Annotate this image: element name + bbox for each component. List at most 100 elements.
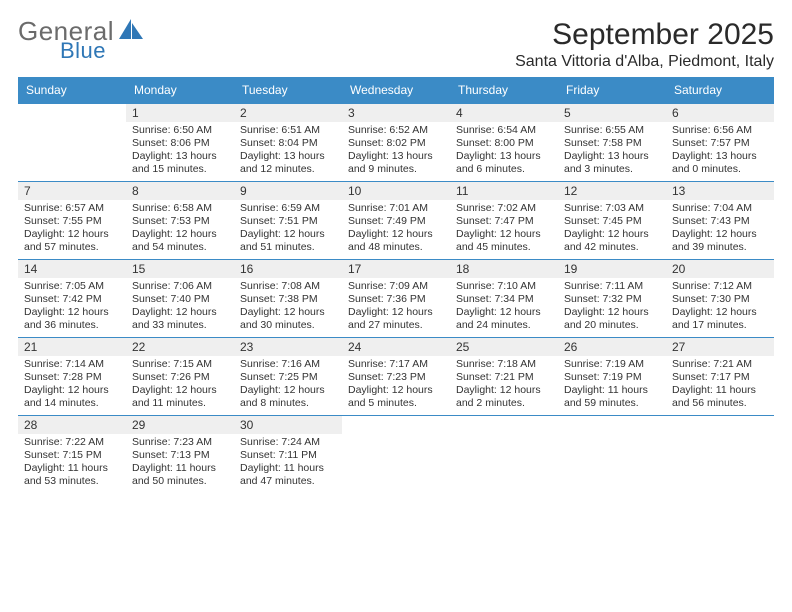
day-info: Sunrise: 7:04 AMSunset: 7:43 PMDaylight:… bbox=[672, 202, 768, 254]
calendar-day: 12 Sunrise: 7:03 AMSunset: 7:45 PMDayligh… bbox=[558, 182, 666, 260]
calendar-day bbox=[666, 416, 774, 494]
calendar-day: 19 Sunrise: 7:11 AMSunset: 7:32 PMDayligh… bbox=[558, 260, 666, 338]
day-info: Sunrise: 6:58 AMSunset: 7:53 PMDaylight:… bbox=[132, 202, 228, 254]
day-info: Sunrise: 7:08 AMSunset: 7:38 PMDaylight:… bbox=[240, 280, 336, 332]
day-number: 15 bbox=[132, 261, 228, 277]
day-number: 17 bbox=[348, 261, 444, 277]
day-info: Sunrise: 6:50 AMSunset: 8:06 PMDaylight:… bbox=[132, 124, 228, 176]
day-number: 7 bbox=[24, 183, 120, 199]
day-number: 6 bbox=[672, 105, 768, 121]
day-info: Sunrise: 7:14 AMSunset: 7:28 PMDaylight:… bbox=[24, 358, 120, 410]
calendar-day: 7 Sunrise: 6:57 AMSunset: 7:55 PMDaylight… bbox=[18, 182, 126, 260]
day-info: Sunrise: 7:19 AMSunset: 7:19 PMDaylight:… bbox=[564, 358, 660, 410]
calendar-day: 13 Sunrise: 7:04 AMSunset: 7:43 PMDayligh… bbox=[666, 182, 774, 260]
day-number: 4 bbox=[456, 105, 552, 121]
calendar-day: 14 Sunrise: 7:05 AMSunset: 7:42 PMDayligh… bbox=[18, 260, 126, 338]
day-number: 19 bbox=[564, 261, 660, 277]
calendar-day bbox=[558, 416, 666, 494]
day-number: 27 bbox=[672, 339, 768, 355]
day-info: Sunrise: 7:18 AMSunset: 7:21 PMDaylight:… bbox=[456, 358, 552, 410]
dow-header: Tuesday bbox=[234, 77, 342, 104]
day-info: Sunrise: 7:23 AMSunset: 7:13 PMDaylight:… bbox=[132, 436, 228, 488]
day-info: Sunrise: 7:16 AMSunset: 7:25 PMDaylight:… bbox=[240, 358, 336, 410]
day-info: Sunrise: 7:03 AMSunset: 7:45 PMDaylight:… bbox=[564, 202, 660, 254]
day-number: 30 bbox=[240, 417, 336, 433]
day-info: Sunrise: 7:22 AMSunset: 7:15 PMDaylight:… bbox=[24, 436, 120, 488]
day-info: Sunrise: 6:55 AMSunset: 7:58 PMDaylight:… bbox=[564, 124, 660, 176]
page-subtitle: Santa Vittoria d'Alba, Piedmont, Italy bbox=[515, 53, 774, 71]
day-info: Sunrise: 6:51 AMSunset: 8:04 PMDaylight:… bbox=[240, 124, 336, 176]
calendar-week: 28 Sunrise: 7:22 AMSunset: 7:15 PMDayligh… bbox=[18, 416, 774, 494]
calendar-day: 2 Sunrise: 6:51 AMSunset: 8:04 PMDaylight… bbox=[234, 104, 342, 182]
day-number: 24 bbox=[348, 339, 444, 355]
day-info: Sunrise: 6:59 AMSunset: 7:51 PMDaylight:… bbox=[240, 202, 336, 254]
dow-header: Sunday bbox=[18, 77, 126, 104]
day-number: 25 bbox=[456, 339, 552, 355]
calendar-day: 24 Sunrise: 7:17 AMSunset: 7:23 PMDayligh… bbox=[342, 338, 450, 416]
day-number: 12 bbox=[564, 183, 660, 199]
day-number: 3 bbox=[348, 105, 444, 121]
calendar-day: 23 Sunrise: 7:16 AMSunset: 7:25 PMDayligh… bbox=[234, 338, 342, 416]
title-block: September 2025 Santa Vittoria d'Alba, Pi… bbox=[515, 18, 774, 71]
day-info: Sunrise: 6:57 AMSunset: 7:55 PMDaylight:… bbox=[24, 202, 120, 254]
day-info: Sunrise: 7:11 AMSunset: 7:32 PMDaylight:… bbox=[564, 280, 660, 332]
calendar-week: 21 Sunrise: 7:14 AMSunset: 7:28 PMDayligh… bbox=[18, 338, 774, 416]
calendar-header-row: SundayMondayTuesdayWednesdayThursdayFrid… bbox=[18, 77, 774, 104]
dow-header: Monday bbox=[126, 77, 234, 104]
calendar-week: 7 Sunrise: 6:57 AMSunset: 7:55 PMDaylight… bbox=[18, 182, 774, 260]
day-info: Sunrise: 7:01 AMSunset: 7:49 PMDaylight:… bbox=[348, 202, 444, 254]
calendar-day: 22 Sunrise: 7:15 AMSunset: 7:26 PMDayligh… bbox=[126, 338, 234, 416]
header: General Blue September 2025 Santa Vittor… bbox=[18, 18, 774, 71]
day-number: 13 bbox=[672, 183, 768, 199]
day-info: Sunrise: 7:15 AMSunset: 7:26 PMDaylight:… bbox=[132, 358, 228, 410]
calendar-day: 5 Sunrise: 6:55 AMSunset: 7:58 PMDaylight… bbox=[558, 104, 666, 182]
calendar-day: 25 Sunrise: 7:18 AMSunset: 7:21 PMDayligh… bbox=[450, 338, 558, 416]
day-number: 16 bbox=[240, 261, 336, 277]
page-title: September 2025 bbox=[515, 18, 774, 51]
calendar-day: 9 Sunrise: 6:59 AMSunset: 7:51 PMDaylight… bbox=[234, 182, 342, 260]
calendar-day: 15 Sunrise: 7:06 AMSunset: 7:40 PMDayligh… bbox=[126, 260, 234, 338]
dow-header: Saturday bbox=[666, 77, 774, 104]
day-number: 1 bbox=[132, 105, 228, 121]
dow-header: Thursday bbox=[450, 77, 558, 104]
calendar-day: 29 Sunrise: 7:23 AMSunset: 7:13 PMDayligh… bbox=[126, 416, 234, 494]
calendar-day: 27 Sunrise: 7:21 AMSunset: 7:17 PMDayligh… bbox=[666, 338, 774, 416]
calendar-day: 21 Sunrise: 7:14 AMSunset: 7:28 PMDayligh… bbox=[18, 338, 126, 416]
calendar-day bbox=[342, 416, 450, 494]
day-info: Sunrise: 7:06 AMSunset: 7:40 PMDaylight:… bbox=[132, 280, 228, 332]
day-number: 26 bbox=[564, 339, 660, 355]
day-number: 5 bbox=[564, 105, 660, 121]
day-number: 14 bbox=[24, 261, 120, 277]
calendar-week: 1 Sunrise: 6:50 AMSunset: 8:06 PMDaylight… bbox=[18, 104, 774, 182]
calendar-day: 20 Sunrise: 7:12 AMSunset: 7:30 PMDayligh… bbox=[666, 260, 774, 338]
calendar-day: 18Sunrise: 7:10 AMSunset: 7:34 PMDayligh… bbox=[450, 260, 558, 338]
day-number: 22 bbox=[132, 339, 228, 355]
calendar-day: 6Sunrise: 6:56 AMSunset: 7:57 PMDaylight… bbox=[666, 104, 774, 182]
calendar-day: 10 Sunrise: 7:01 AMSunset: 7:49 PMDayligh… bbox=[342, 182, 450, 260]
calendar-day: 3 Sunrise: 6:52 AMSunset: 8:02 PMDaylight… bbox=[342, 104, 450, 182]
day-info: Sunrise: 7:24 AMSunset: 7:11 PMDaylight:… bbox=[240, 436, 336, 488]
calendar-day: 1 Sunrise: 6:50 AMSunset: 8:06 PMDaylight… bbox=[126, 104, 234, 182]
day-number: 23 bbox=[240, 339, 336, 355]
day-number: 8 bbox=[132, 183, 228, 199]
day-info: Sunrise: 7:05 AMSunset: 7:42 PMDaylight:… bbox=[24, 280, 120, 332]
day-number: 10 bbox=[348, 183, 444, 199]
day-number: 28 bbox=[24, 417, 120, 433]
calendar-day: 30 Sunrise: 7:24 AMSunset: 7:11 PMDayligh… bbox=[234, 416, 342, 494]
day-number: 29 bbox=[132, 417, 228, 433]
day-number: 20 bbox=[672, 261, 768, 277]
day-number: 9 bbox=[240, 183, 336, 199]
day-number: 2 bbox=[240, 105, 336, 121]
calendar-day: 8 Sunrise: 6:58 AMSunset: 7:53 PMDaylight… bbox=[126, 182, 234, 260]
day-number: 21 bbox=[24, 339, 120, 355]
calendar-day: 4Sunrise: 6:54 AMSunset: 8:00 PMDaylight… bbox=[450, 104, 558, 182]
day-info: Sunrise: 7:12 AMSunset: 7:30 PMDaylight:… bbox=[672, 280, 768, 332]
day-info: Sunrise: 7:17 AMSunset: 7:23 PMDaylight:… bbox=[348, 358, 444, 410]
calendar-day: 26 Sunrise: 7:19 AMSunset: 7:19 PMDayligh… bbox=[558, 338, 666, 416]
day-info: Sunrise: 6:52 AMSunset: 8:02 PMDaylight:… bbox=[348, 124, 444, 176]
day-info: Sunrise: 7:10 AMSunset: 7:34 PMDaylight:… bbox=[456, 280, 552, 332]
logo-sail-icon bbox=[118, 18, 144, 40]
day-info: Sunrise: 7:21 AMSunset: 7:17 PMDaylight:… bbox=[672, 358, 768, 410]
day-info: Sunrise: 7:09 AMSunset: 7:36 PMDaylight:… bbox=[348, 280, 444, 332]
calendar-day: 16 Sunrise: 7:08 AMSunset: 7:38 PMDayligh… bbox=[234, 260, 342, 338]
